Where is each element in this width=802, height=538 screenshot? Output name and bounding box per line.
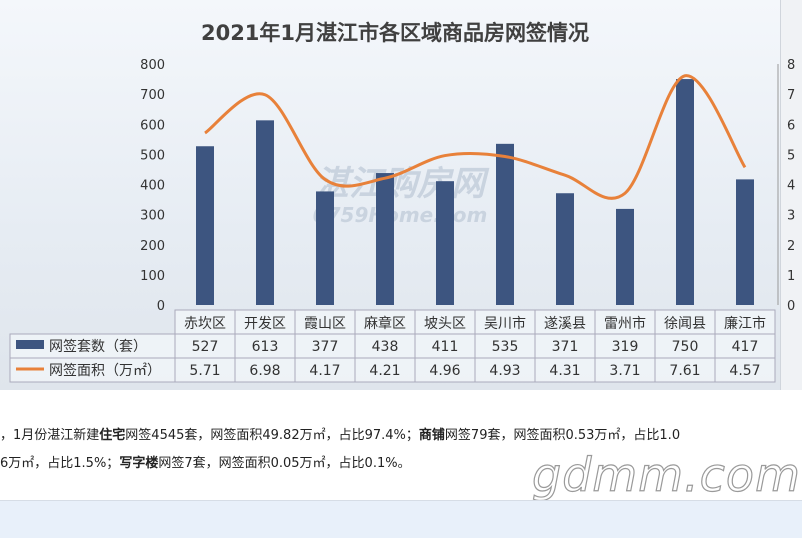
y-left-tick: 200 xyxy=(140,239,165,254)
bar xyxy=(316,191,334,305)
category-label: 吴川市 xyxy=(484,315,526,332)
y-right-tick: 7 xyxy=(787,88,795,103)
line-data-label: 4.31 xyxy=(549,363,580,379)
text-span: ，1月份湛江新建 xyxy=(0,428,100,443)
chart-title: 2021年1月湛江市各区域商品房网签情况 xyxy=(201,21,589,45)
bar xyxy=(616,208,634,305)
text-span: 网签79套，网签面积0.53万㎡，占比1.0 xyxy=(444,428,681,443)
text-span: 网签4545套，网签面积49.82万㎡，占比97.4%； xyxy=(125,428,419,443)
text-span: 6万㎡，占比1.5%； xyxy=(0,456,120,471)
bar xyxy=(376,173,394,305)
bold-term: 写字楼 xyxy=(119,456,159,471)
y-right-tick: 2 xyxy=(787,239,795,254)
bar xyxy=(556,193,574,305)
line-data-label: 6.98 xyxy=(249,363,280,379)
category-label: 开发区 xyxy=(244,316,286,332)
y-right-tick: 8 xyxy=(787,58,795,73)
bar xyxy=(676,79,694,305)
line-data-label: 4.96 xyxy=(429,363,460,379)
line-data-label: 4.21 xyxy=(369,363,400,379)
bar-data-label: 535 xyxy=(492,339,519,355)
bar-data-label: 319 xyxy=(612,339,639,355)
y-right-tick: 0 xyxy=(787,299,795,314)
y-left-tick: 100 xyxy=(140,269,165,284)
bar-data-label: 371 xyxy=(552,339,579,355)
chart-watermark-url: 0759Home.com xyxy=(313,203,488,227)
category-label: 徐闻县 xyxy=(664,316,706,332)
bar-data-label: 613 xyxy=(252,339,279,355)
line-data-label: 5.71 xyxy=(189,363,220,379)
bar-data-label: 527 xyxy=(192,339,219,355)
paragraph-line-1: ，1月份湛江新建住宅网签4545套，网签面积49.82万㎡，占比97.4%；商铺… xyxy=(0,424,680,443)
category-label: 遂溪县 xyxy=(544,316,586,332)
y-right-tick: 3 xyxy=(787,209,795,224)
category-label: 赤坎区 xyxy=(184,316,226,332)
chart-svg: 湛江购房网0759Home.com2021年1月湛江市各区域商品房网签情况010… xyxy=(9,21,795,383)
bar-data-label: 750 xyxy=(672,339,699,355)
y-right-tick: 4 xyxy=(787,179,795,194)
y-left-tick: 300 xyxy=(140,209,165,224)
category-label: 廉江市 xyxy=(724,315,766,332)
bar-data-label: 417 xyxy=(732,339,759,355)
legend-line-label: 网签面积（万㎡） xyxy=(49,362,161,379)
legend-bar-label: 网签套数（套） xyxy=(49,338,147,355)
bar xyxy=(436,181,454,305)
y-left-tick: 700 xyxy=(140,88,165,103)
bold-term: 商铺 xyxy=(418,428,445,443)
category-label: 雷州市 xyxy=(604,315,646,332)
y-right-tick: 6 xyxy=(787,118,795,133)
line-data-label: 7.61 xyxy=(669,363,700,379)
bold-term: 住宅 xyxy=(99,428,126,443)
legend-bar-swatch xyxy=(16,340,44,349)
bar xyxy=(496,143,514,305)
bar-data-label: 438 xyxy=(372,339,399,355)
line-data-label: 4.17 xyxy=(309,363,340,379)
category-label: 坡头区 xyxy=(424,316,466,332)
scroll-edge xyxy=(780,0,802,390)
y-right-tick: 1 xyxy=(787,269,795,284)
line-data-label: 4.57 xyxy=(729,363,760,379)
site-watermark: gdmm.com xyxy=(531,447,801,502)
y-left-tick: 600 xyxy=(140,118,165,133)
area-line xyxy=(204,74,747,200)
bar xyxy=(256,120,274,306)
next-image-placeholder xyxy=(0,500,802,538)
y-left-tick: 0 xyxy=(157,299,165,314)
text-span: 网签7套，网签面积0.05万㎡，占比0.1%。 xyxy=(158,456,411,471)
bar xyxy=(196,146,214,305)
y-left-tick: 500 xyxy=(140,148,165,163)
line-data-label: 3.71 xyxy=(609,363,640,379)
bar xyxy=(736,179,754,305)
bar-data-label: 411 xyxy=(432,339,459,355)
chart-watermark: 湛江购房网 xyxy=(315,164,490,204)
category-label: 霞山区 xyxy=(304,316,346,332)
y-right-tick: 5 xyxy=(787,148,795,163)
paragraph-line-2: 6万㎡，占比1.5%；写字楼网签7套，网签面积0.05万㎡，占比0.1%。 xyxy=(0,452,411,471)
bar-data-label: 377 xyxy=(312,339,339,355)
y-left-tick: 800 xyxy=(140,58,165,73)
y-left-tick: 400 xyxy=(140,179,165,194)
line-data-label: 4.93 xyxy=(489,363,520,379)
category-label: 麻章区 xyxy=(364,315,406,332)
